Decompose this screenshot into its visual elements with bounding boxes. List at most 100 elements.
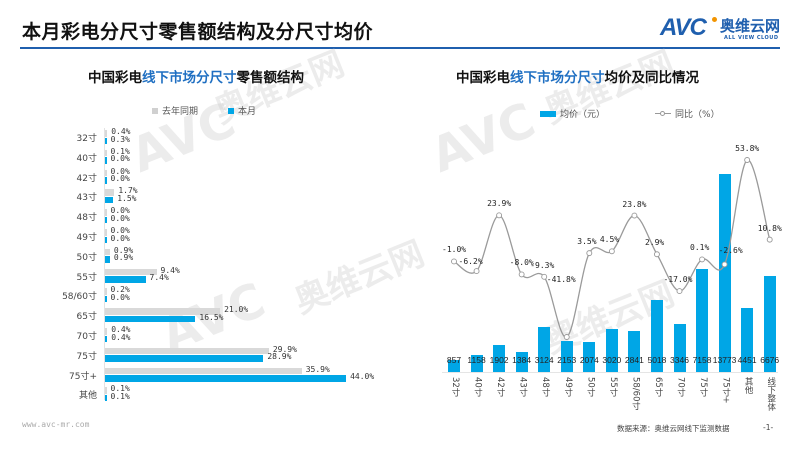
bar-current [105, 177, 107, 184]
yoy-value-label: -9.3% [530, 260, 555, 270]
legend-line-yoy-icon [655, 111, 672, 116]
bar-last-year [105, 248, 110, 256]
legend-label-last-year: 去年同期 [162, 107, 199, 117]
avg-price-value: 6676 [760, 355, 780, 365]
yoy-point [586, 250, 593, 257]
bar-value-label: 9.4% [160, 265, 180, 275]
footer-url[interactable]: www.avc-mr.com [22, 420, 90, 429]
yoy-value-label: 53.8% [735, 144, 760, 153]
bar-last-year [105, 288, 107, 295]
logo-dot-icon [712, 17, 717, 22]
yoy-value-label: -1.0% [442, 245, 467, 255]
category-label: 75寸+ [69, 371, 97, 382]
yoy-value-label: -6.2% [458, 257, 483, 267]
yoy-value-label: -17.0% [663, 275, 693, 285]
avg-price-value: 857 [446, 355, 462, 365]
yoy-point [451, 258, 457, 265]
x-axis-label: 43寸 [517, 377, 528, 397]
right-chart-baseline [442, 372, 778, 373]
bar-current [105, 216, 107, 224]
bar-value-label: 0.2% [110, 285, 130, 295]
avg-price-value: 7158 [692, 355, 712, 365]
yoy-value-label: -41.8% [546, 275, 576, 284]
yoy-value-label: 23.9% [487, 199, 512, 209]
page-number: -1- [763, 423, 774, 432]
yoy-point [518, 271, 525, 278]
category-label: 58/60寸 [62, 292, 97, 303]
avg-price-bar [538, 327, 551, 372]
category-label: 43寸 [76, 193, 97, 204]
bar-value-label: 0.0% [110, 213, 130, 223]
bar-last-year [105, 130, 108, 137]
legend-label-current: 本月 [238, 107, 257, 117]
bar-current [105, 375, 347, 382]
avg-price-value: 2074 [579, 355, 599, 365]
legend-label-avg-price: 均价（元） [560, 110, 606, 120]
bar-current [105, 295, 107, 303]
bar-current [105, 157, 107, 164]
x-axis-label: 58/60寸 [630, 377, 641, 410]
bar-value-label: 0.0% [110, 226, 130, 235]
bar-value-label: 7.4% [149, 273, 169, 283]
avg-price-bar [718, 174, 731, 372]
category-label: 49寸 [76, 233, 97, 243]
category-label: 其他 [78, 391, 97, 402]
bar-value-label: 0.4% [111, 325, 131, 334]
avg-price-bar [741, 308, 754, 372]
x-axis-label: 48寸 [540, 377, 551, 397]
bar-last-year [105, 328, 108, 335]
bar-last-year [105, 268, 157, 276]
x-axis-label: 其他 [743, 377, 754, 394]
avg-price-value: 13773 [712, 355, 737, 365]
x-axis-label: 32寸 [450, 377, 460, 397]
avg-price-value: 1158 [467, 355, 486, 365]
category-label: 55寸 [76, 272, 97, 283]
bar-last-year [105, 308, 221, 315]
yoy-value-label: 23.8% [622, 199, 647, 209]
x-axis-label: 70寸 [675, 377, 686, 397]
bar-value-label: 28.9% [267, 352, 292, 362]
avg-price-value: 3346 [670, 355, 689, 365]
avg-price-bar [470, 355, 483, 372]
avg-price-bar [673, 323, 686, 372]
avg-price-bar [650, 299, 663, 372]
left-chart-legend: 去年同期 本月 [152, 104, 256, 117]
bar-last-year [105, 347, 269, 355]
bar-value-label: 16.5% [199, 312, 224, 322]
bar-value-label: 1.7% [118, 186, 138, 196]
avg-price-bar [493, 344, 506, 372]
bar-value-label: 29.9% [272, 344, 297, 354]
bar-current [105, 256, 110, 263]
bar-value-label: 44.0% [350, 372, 375, 382]
bar-value-label: 0.1% [110, 146, 130, 156]
avg-price-value: 3020 [602, 355, 622, 365]
category-label: 40寸 [76, 153, 97, 164]
yoy-value-label: 4.5% [599, 235, 620, 245]
avg-price-bar [560, 341, 573, 372]
bar-value-label: 0.1% [110, 384, 130, 394]
bar-last-year [105, 189, 115, 196]
yoy-value-label: -2.6% [718, 246, 743, 256]
x-axis-label: 40寸 [472, 377, 483, 397]
avg-price-value: 3124 [534, 355, 554, 365]
yoy-point [676, 288, 683, 295]
bar-last-year [105, 387, 107, 394]
bar-value-label: 0.0% [110, 233, 130, 243]
logo-cn: 奥维云网 [720, 17, 781, 35]
x-axis-label: 75寸 [698, 377, 709, 397]
bar-current [105, 335, 108, 342]
yoy-value-label: -8.0% [509, 258, 534, 268]
logo-en: ALL VIEW CLOUD [724, 35, 779, 41]
logo-mark: AVC [660, 14, 707, 41]
bar-last-year [105, 229, 107, 236]
page-title: 本月彩电分尺寸零售额结构及分尺寸均价 [22, 21, 374, 43]
yoy-point [541, 273, 548, 280]
legend-swatch-last-year [152, 107, 158, 114]
avg-price-bar [628, 331, 641, 372]
bar-last-year [105, 209, 107, 216]
category-label: 50寸 [76, 252, 97, 263]
avc-logo: AVC 奥维云网 ALL VIEW CLOUD [660, 14, 790, 44]
x-axis-label: 42寸 [495, 377, 506, 397]
legend-swatch-current [228, 107, 235, 114]
